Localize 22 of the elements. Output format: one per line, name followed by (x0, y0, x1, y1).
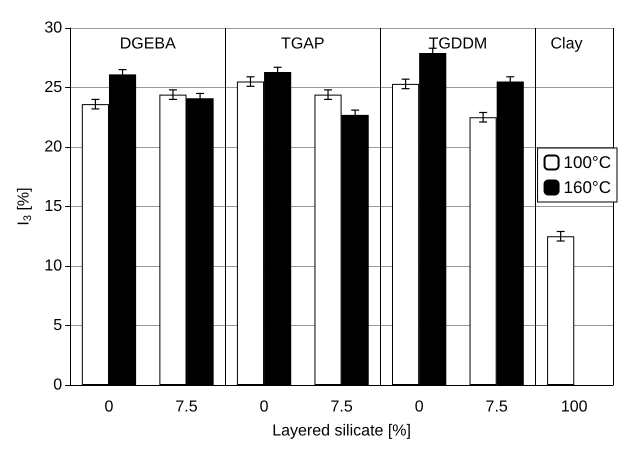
y-tick-label: 5 (53, 317, 62, 334)
y-tick-label: 20 (44, 138, 62, 156)
y-tick-label: 25 (44, 79, 62, 96)
x-tick-label: 7.5 (486, 398, 508, 416)
x-tick-label: 7.5 (175, 398, 198, 416)
x-tick-label: 100 (560, 398, 588, 416)
annotation: Clay (550, 36, 582, 52)
annotation: TGAP (281, 36, 325, 52)
y-axis-title: I3 [%] (16, 187, 34, 226)
y-tick-label: 0 (53, 376, 62, 394)
y-tick-label: 15 (44, 198, 62, 215)
x-axis-title: Layered silicate [%] (272, 422, 411, 440)
x-tick-label: 0 (414, 398, 424, 416)
legend-label: 100°C (564, 153, 612, 172)
y-tick-label: 30 (44, 20, 62, 36)
annotation: DGEBA (120, 36, 176, 52)
x-tick-label: 7.5 (330, 398, 353, 416)
annotation: TGDDM (428, 36, 488, 52)
x-tick-label: 0 (260, 398, 269, 416)
x-tick-label: 0 (104, 398, 114, 416)
y-tick-label: 10 (44, 258, 62, 274)
legend-label: 160°C (564, 178, 612, 197)
